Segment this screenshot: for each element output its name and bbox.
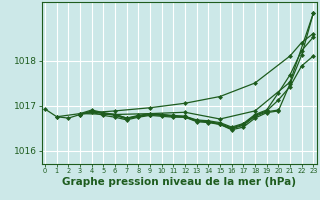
X-axis label: Graphe pression niveau de la mer (hPa): Graphe pression niveau de la mer (hPa) (62, 177, 296, 187)
